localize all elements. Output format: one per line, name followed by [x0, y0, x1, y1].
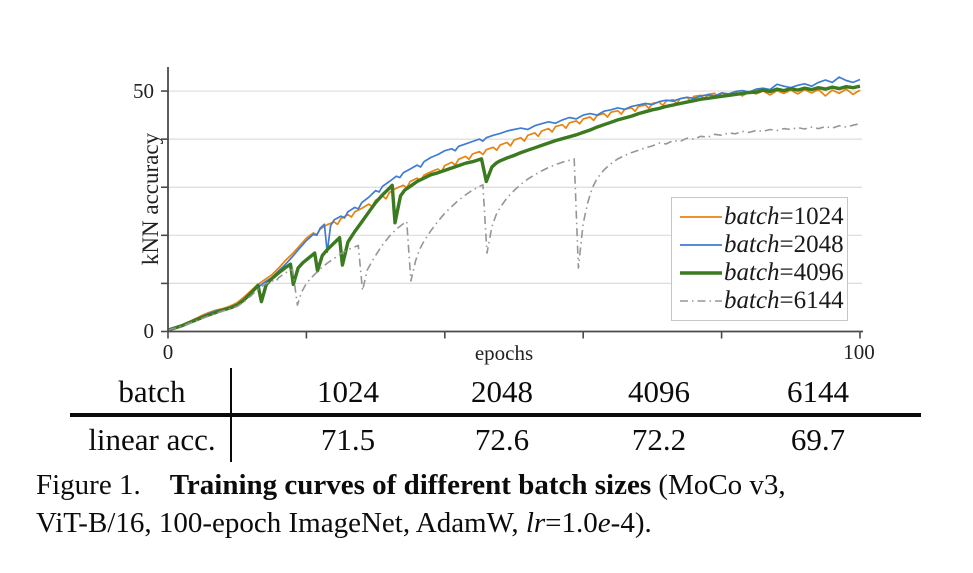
legend-item-batch-6144: batch=6144 — [680, 288, 844, 314]
legend-label: batch=6144 — [724, 288, 844, 314]
legend-label: batch=4096 — [724, 260, 844, 286]
legend-item-batch-1024: batch=1024 — [680, 204, 844, 230]
legend-label-var: batch — [724, 231, 780, 258]
caption-segment-0: Figure 1. — [36, 469, 170, 501]
figure-caption: Figure 1. Training curves of different b… — [36, 466, 956, 542]
caption-segment-5: lr — [525, 507, 546, 539]
table-header-cell-0: 1024 — [317, 374, 379, 409]
axes — [161, 67, 863, 339]
legend-label: batch=1024 — [724, 204, 844, 230]
table-value-cell-1: 72.6 — [474, 422, 530, 457]
series-line-batch-2048 — [167, 76, 861, 331]
table-header-label: batch — [118, 374, 186, 409]
x-tick-label-100: 100 — [843, 340, 875, 364]
legend-label-value: =2048 — [779, 231, 844, 258]
series-lines — [167, 76, 861, 332]
table-header-cell-2: 4096 — [628, 374, 690, 409]
legend: batch=1024 batch=2048 batch=4096 batch=6144 — [671, 197, 848, 321]
caption-segment-4: ViT-B/16, 100-epoch ImageNet, AdamW, — [36, 507, 526, 539]
caption-segment-8: -4). — [610, 507, 652, 539]
table-value-cell-0: 71.5 — [320, 422, 376, 457]
legend-item-batch-4096: batch=4096 — [680, 260, 844, 286]
legend-label-var: batch — [724, 259, 780, 286]
training-curves-chart — [161, 67, 863, 339]
legend-line-sample — [680, 271, 722, 275]
y-tick-label-50: 50 — [133, 79, 154, 103]
table-header-cell-3: 6144 — [787, 374, 849, 409]
x-tick-label-0: 0 — [162, 340, 174, 364]
legend-label-value: =4096 — [779, 259, 844, 286]
legend-label: batch=2048 — [724, 232, 844, 258]
legend-label-value: =6144 — [779, 287, 844, 314]
legend-line-sample — [680, 300, 722, 302]
caption-segment-2: (MoCo v3, — [651, 469, 786, 501]
caption-segment-1: Training curves of different batch sizes — [169, 469, 652, 501]
caption-segment-6: =1.0 — [545, 507, 598, 539]
table-value-label: linear acc. — [88, 422, 216, 457]
table-rule-horizontal — [70, 413, 921, 417]
y-axis-label: kNN accuracy — [138, 132, 163, 266]
table-value-cell-2: 72.2 — [631, 422, 687, 457]
series-line-batch-4096 — [167, 84, 861, 332]
table-rule-vertical — [230, 368, 232, 462]
legend-line-sample — [680, 216, 722, 218]
legend-label-var: batch — [724, 203, 780, 230]
y-tick-label-0: 0 — [143, 319, 155, 343]
x-axis-label: epochs — [474, 341, 534, 365]
legend-item-batch-2048: batch=2048 — [680, 232, 844, 258]
legend-label-value: =1024 — [779, 203, 844, 230]
table-header-cell-1: 2048 — [471, 374, 533, 409]
table-value-cell-3: 69.7 — [790, 422, 846, 457]
legend-line-sample — [680, 244, 722, 246]
caption-segment-7: e — [597, 507, 611, 539]
legend-label-var: batch — [724, 287, 780, 314]
